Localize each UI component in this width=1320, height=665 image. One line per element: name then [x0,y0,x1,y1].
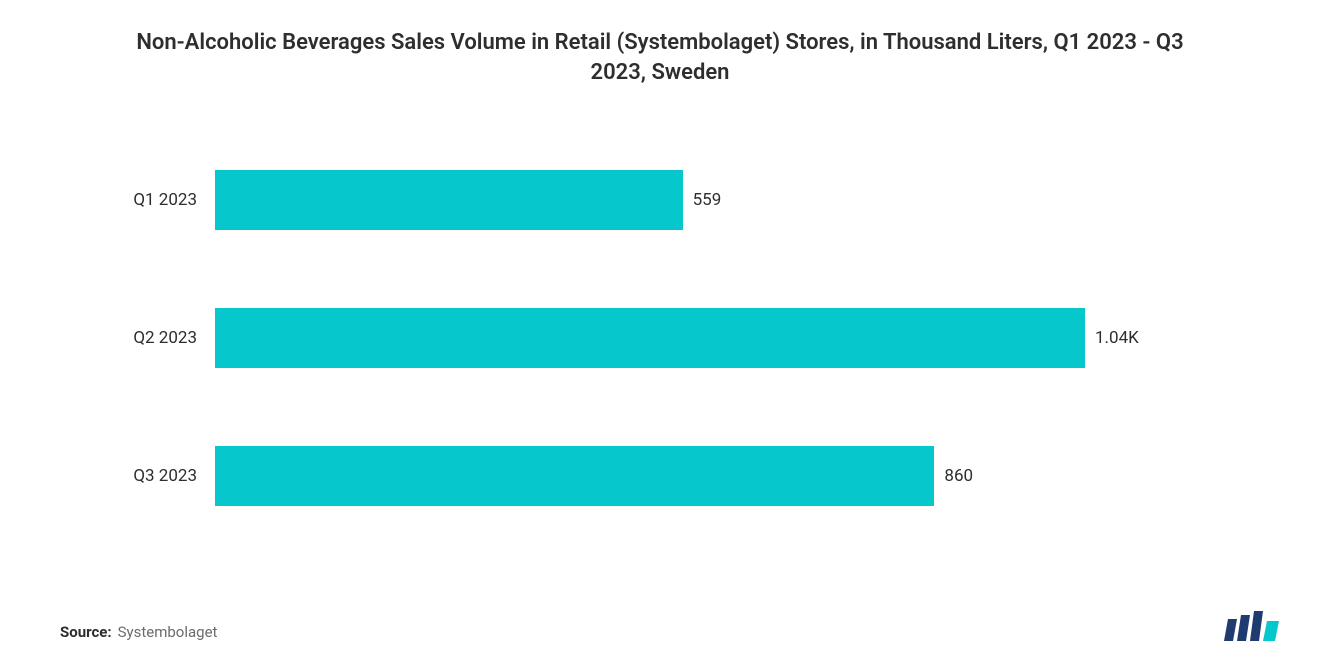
value-label: 860 [934,466,973,486]
source-text-label: Systembolaget [118,623,218,641]
category-label: Q3 2023 [75,466,215,486]
chart-container: Non-Alcoholic Beverages Sales Volume in … [0,0,1320,665]
plot-area: Q1 2023559Q2 20231.04KQ3 2023860 [215,140,1085,560]
bar [215,170,683,230]
logo-bars [1224,611,1279,641]
bar-row: Q2 20231.04K [215,308,1139,368]
bar [215,308,1085,368]
source-prefix-label: Source: [60,623,112,641]
bar-row: Q3 2023860 [215,446,973,506]
bar-row: Q1 2023559 [215,170,721,230]
chart-title: Non-Alcoholic Beverages Sales Volume in … [0,0,1320,87]
brand-logo-icon [1220,611,1280,647]
value-label: 559 [683,190,722,210]
bar [215,446,934,506]
value-label: 1.04K [1085,328,1139,348]
source-footer: Source: Systembolaget [60,623,217,641]
category-label: Q1 2023 [75,190,215,210]
category-label: Q2 2023 [75,328,215,348]
